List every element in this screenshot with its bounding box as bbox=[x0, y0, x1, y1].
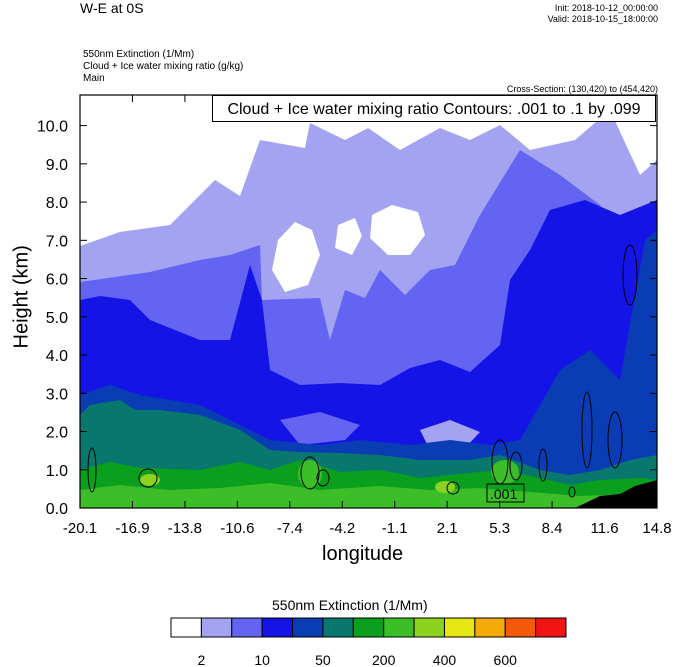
x-tick-label: -7.4 bbox=[277, 520, 303, 537]
x-tick-label: -10.6 bbox=[220, 520, 254, 537]
colorbar-swatch bbox=[292, 617, 324, 638]
plot-title: W-E at 0S bbox=[80, 0, 144, 16]
clear-patch bbox=[335, 218, 362, 255]
clear-patch bbox=[370, 205, 425, 255]
variable-mixing-ratio: Cloud + Ice water mixing ratio (g/kg) bbox=[83, 61, 244, 72]
colorbar-swatch bbox=[504, 617, 537, 638]
x-tick-label: 8.4 bbox=[542, 520, 563, 537]
y-tick-label: 2.0 bbox=[46, 425, 68, 442]
x-axis: -20.1 -16.9 -13.8 -10.6 -7.4 -4.2 -1.1 2.1 5.3 8.… bbox=[63, 95, 672, 537]
y-tick-label: 1.0 bbox=[46, 463, 68, 480]
y-tick-label: 8.0 bbox=[46, 195, 68, 212]
extinction-spot bbox=[298, 460, 322, 488]
x-tick-label: -4.2 bbox=[329, 520, 355, 537]
y-tick-label: 3.0 bbox=[46, 386, 68, 403]
extinction-field: .001 bbox=[80, 95, 657, 508]
y-tick-label: 10.0 bbox=[37, 119, 68, 136]
contour-info-box: Cloud + Ice water mixing ratio Contours:… bbox=[212, 95, 656, 122]
init-time: Init: 2018-10-12_00:00:00 bbox=[554, 3, 658, 13]
x-tick-label: 11.6 bbox=[590, 520, 618, 537]
colorbar-swatch bbox=[352, 617, 385, 638]
colorbar-swatch bbox=[261, 617, 294, 638]
y-axis-label: Height (km) bbox=[10, 245, 33, 349]
y-tick-label: 7.0 bbox=[46, 233, 68, 250]
colorbar-swatch bbox=[200, 617, 233, 638]
colorbar-swatch bbox=[474, 617, 506, 638]
mixing-ratio-contours bbox=[87, 244, 638, 498]
colorbar-swatch bbox=[231, 617, 263, 638]
colorbar-swatch bbox=[443, 617, 476, 638]
colorbar-tick-label: 10 bbox=[254, 652, 270, 667]
x-tick-label: 14.8 bbox=[642, 520, 671, 537]
x-tick-label: -20.1 bbox=[63, 520, 97, 537]
extinction-spot bbox=[491, 460, 519, 484]
y-tick-label: 6.0 bbox=[46, 272, 68, 289]
colorbar-swatch bbox=[383, 617, 415, 638]
colorbar-tick-label: 2 bbox=[197, 652, 205, 667]
cross-section-label: Cross-Section: (130,420) to (454,420) bbox=[506, 84, 658, 94]
valid-time: Valid: 2018-10-15_18:00:00 bbox=[547, 14, 658, 24]
colorbar-swatch bbox=[413, 617, 445, 638]
variable-extinction: 550nm Extinction (1/Mm) bbox=[83, 49, 195, 60]
x-tick-label: -13.8 bbox=[168, 520, 202, 537]
variable-main: Main bbox=[83, 73, 105, 84]
clear-patch bbox=[272, 222, 320, 292]
y-tick-label: 5.0 bbox=[46, 310, 68, 327]
colorbar-swatch bbox=[170, 617, 202, 638]
y-tick-label: 9.0 bbox=[46, 157, 68, 174]
y-tick-label: 0.0 bbox=[46, 501, 68, 518]
colorbar-title: 550nm Extinction (1/Mm) bbox=[272, 597, 428, 613]
x-axis-label: longitude bbox=[322, 543, 404, 565]
colorbar-tick-label: 200 bbox=[372, 652, 396, 667]
x-tick-label: -16.9 bbox=[115, 520, 149, 537]
colorbar: 2 10 50 200 400 600 bbox=[170, 617, 567, 667]
x-tick-label: 5.3 bbox=[489, 520, 510, 537]
extinction-spot bbox=[435, 481, 455, 493]
y-tick-label: 4.0 bbox=[46, 348, 68, 365]
contour-label-box bbox=[486, 483, 525, 503]
x-tick-label: 2.1 bbox=[437, 520, 458, 537]
colorbar-swatch bbox=[322, 617, 354, 638]
y-axis: 0.0 1.0 2.0 3.0 4.0 5.0 6.0 7.0 8.0 9.0 10.0 bbox=[37, 119, 657, 518]
colorbar-tick-label: 600 bbox=[494, 652, 518, 667]
contour-label: .001 bbox=[490, 486, 517, 502]
colorbar-tick-label: 50 bbox=[315, 652, 331, 667]
x-tick-label: -1.1 bbox=[382, 520, 408, 537]
colorbar-swatch bbox=[535, 617, 567, 638]
terrain bbox=[575, 480, 657, 508]
colorbar-tick-label: 400 bbox=[433, 652, 457, 667]
extinction-band-10 bbox=[280, 412, 360, 445]
